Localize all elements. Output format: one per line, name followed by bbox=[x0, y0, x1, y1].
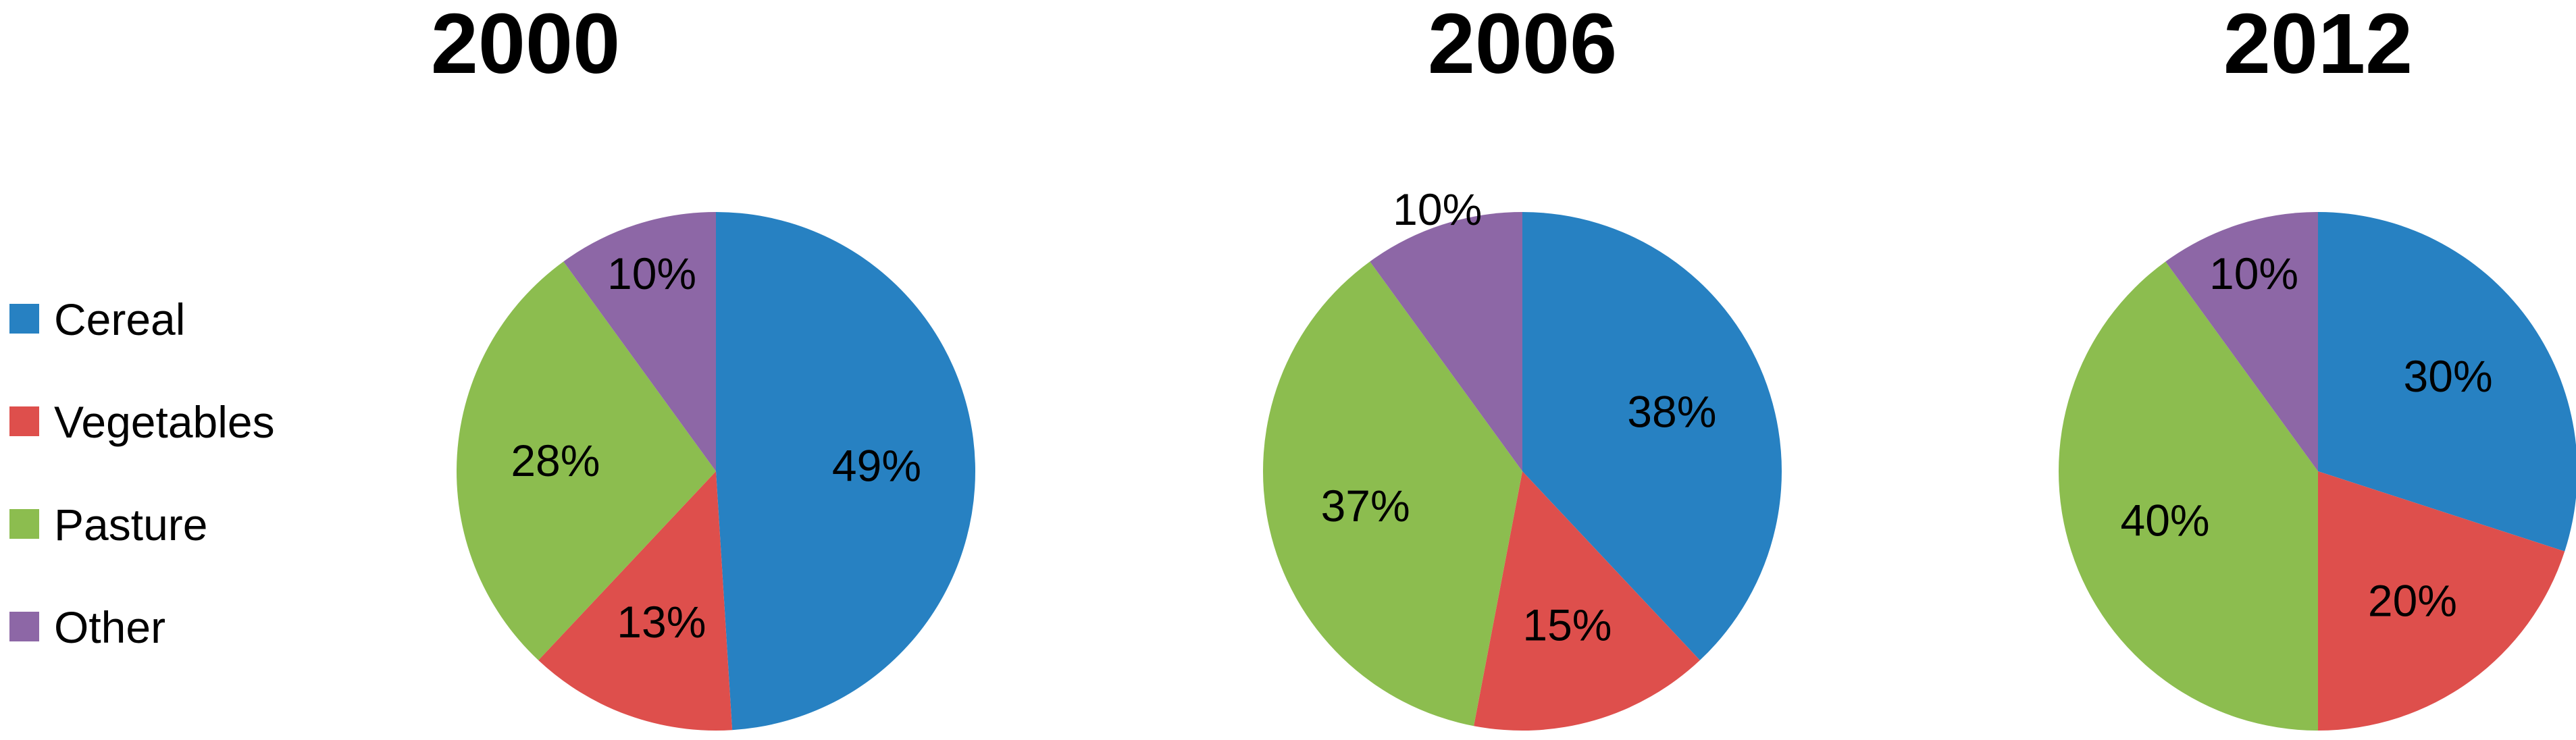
pie-slice-2000-vegetables bbox=[538, 471, 733, 731]
slice-label-2000-other: 10% bbox=[607, 248, 696, 298]
slice-label-2006-vegetables: 15% bbox=[1522, 600, 1612, 650]
slice-label-2000-pasture: 28% bbox=[511, 435, 600, 485]
pie-slice-2000-cereal bbox=[716, 212, 976, 731]
pie-chart-2000: 2000 49% 13% 28% 10% bbox=[431, 0, 976, 731]
pie-slice-2006-other bbox=[1370, 212, 1522, 471]
legend-label-cereal: Cereal bbox=[54, 294, 185, 344]
slice-label-2006-other: 10% bbox=[1393, 184, 1482, 234]
slice-label-2006-pasture: 37% bbox=[1321, 481, 1410, 531]
pie-slice-2012-other bbox=[2165, 212, 2318, 471]
legend-label-pasture: Pasture bbox=[54, 500, 207, 550]
legend-swatch-cereal bbox=[9, 304, 39, 334]
pie-slice-2006-pasture bbox=[1262, 261, 1522, 726]
pie-slice-2012-vegetables bbox=[2318, 471, 2565, 731]
slice-label-2012-other: 10% bbox=[2209, 248, 2298, 298]
pie-slice-2006-cereal bbox=[1522, 212, 1782, 660]
legend-swatch-other bbox=[9, 612, 39, 641]
pie-charts: 200049%13%28%10%200638%15%37%10%201230%2… bbox=[431, 0, 2576, 731]
legend-item-pasture: Pasture bbox=[9, 500, 207, 550]
slice-label-2000-vegetables: 13% bbox=[617, 597, 706, 647]
slice-label-2000-cereal: 49% bbox=[832, 441, 921, 491]
legend-item-cereal: Cereal bbox=[9, 294, 185, 344]
pie-slice-2006-vegetables bbox=[1474, 471, 1700, 731]
pie-chart-2006: 2006 38% 15% 37% 10% bbox=[1262, 0, 1782, 731]
pie-slice-2012-cereal bbox=[2318, 212, 2576, 552]
slice-label-2006-cereal: 38% bbox=[1627, 386, 1716, 436]
chart-title-2006: 2006 bbox=[1428, 0, 1617, 91]
slice-label-2012-cereal: 30% bbox=[2404, 351, 2493, 401]
slice-label-2012-pasture: 40% bbox=[2121, 496, 2210, 546]
pie-slice-2012-pasture bbox=[2059, 261, 2318, 731]
chart-title-2012: 2012 bbox=[2223, 0, 2413, 91]
legend-label-other: Other bbox=[54, 602, 165, 652]
pie-chart-2012: 2012 30% 20% 40% 10% bbox=[2059, 0, 2576, 731]
pie-slice-2000-other bbox=[563, 212, 716, 471]
legend-swatch-vegetables bbox=[9, 406, 39, 436]
legend-swatch-pasture bbox=[9, 509, 39, 539]
legend-item-other: Other bbox=[9, 602, 165, 652]
legend: Cereal Vegetables Pasture Other bbox=[9, 294, 275, 652]
slice-label-2012-vegetables: 20% bbox=[2368, 576, 2457, 626]
chart-title-2000: 2000 bbox=[431, 0, 620, 91]
legend-label-vegetables: Vegetables bbox=[54, 397, 275, 447]
pie-slice-2000-pasture bbox=[457, 261, 716, 660]
legend-item-vegetables: Vegetables bbox=[9, 397, 275, 447]
